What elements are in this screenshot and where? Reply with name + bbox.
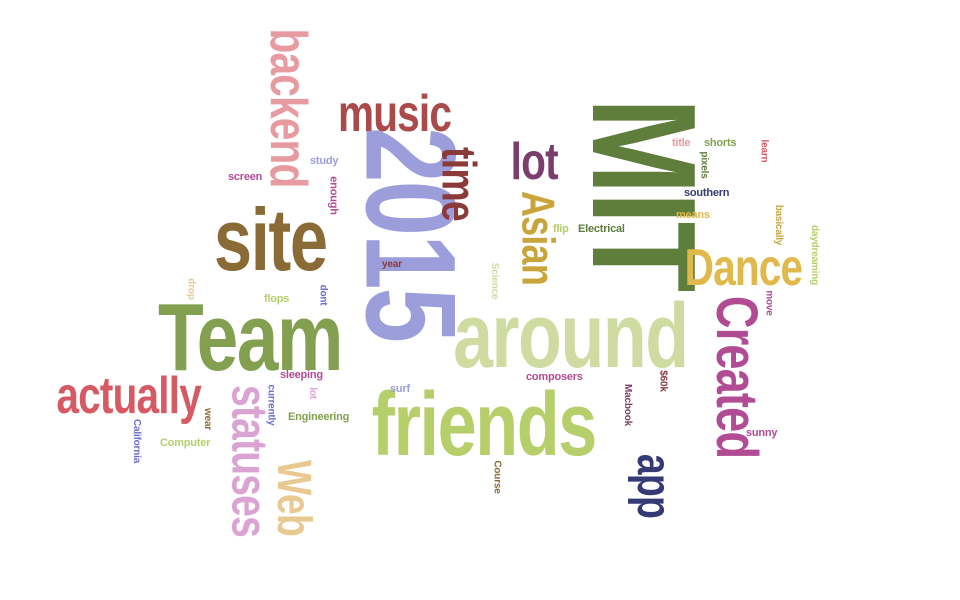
word-site: site [213,190,328,289]
word-electrical: Electrical [578,223,625,235]
word-move: move [763,290,775,316]
word-web: Web [266,459,320,537]
word-sleeping: sleeping [280,369,323,381]
word-lot: lot [510,133,559,191]
word-around: around [453,285,689,387]
word-study: study [310,155,339,167]
word-drop: drop [185,278,197,300]
word-dance: Dance [684,239,804,297]
word-science: Science [489,262,501,300]
word-flip: flip [553,223,569,235]
word-daydreaming: daydreaming [809,224,821,286]
word-60k: $60k [657,370,669,392]
word-backend: backend [258,28,317,188]
word-macbook: Macbook [621,384,633,426]
word-sunny: sunny [746,427,778,439]
word-course: Course [491,460,503,494]
word-actually: actually [56,367,201,425]
word-team: Team [157,284,344,391]
word-lot-small: lot [306,387,318,399]
word-learn: learn [758,139,770,163]
word-time: time [431,147,485,221]
word-composers: composers [526,371,583,383]
word-surf: surf [390,383,410,395]
word-pixels: pixels [698,151,710,179]
word-southern: southern [684,187,730,199]
word-title: title [672,137,691,149]
word-enough: enough [327,176,340,215]
word-basically: basically [773,204,785,246]
word-app: app [627,453,681,519]
word-means: means [676,209,710,221]
word-asian: Asian [512,190,565,286]
word-california: California [131,418,143,464]
word-year: year [382,259,402,270]
word-music: music [337,85,452,143]
word-computer: Computer [160,437,211,449]
word-screen: screen [228,171,263,183]
word-engineering: Engineering [288,411,350,423]
word-friends: friends [371,375,598,475]
word-currently: currently [265,384,277,426]
word-dont: dont [317,284,329,306]
word-shorts: shorts [704,137,737,149]
word-wear: wear [202,408,213,430]
word-flops: flops [264,293,290,305]
